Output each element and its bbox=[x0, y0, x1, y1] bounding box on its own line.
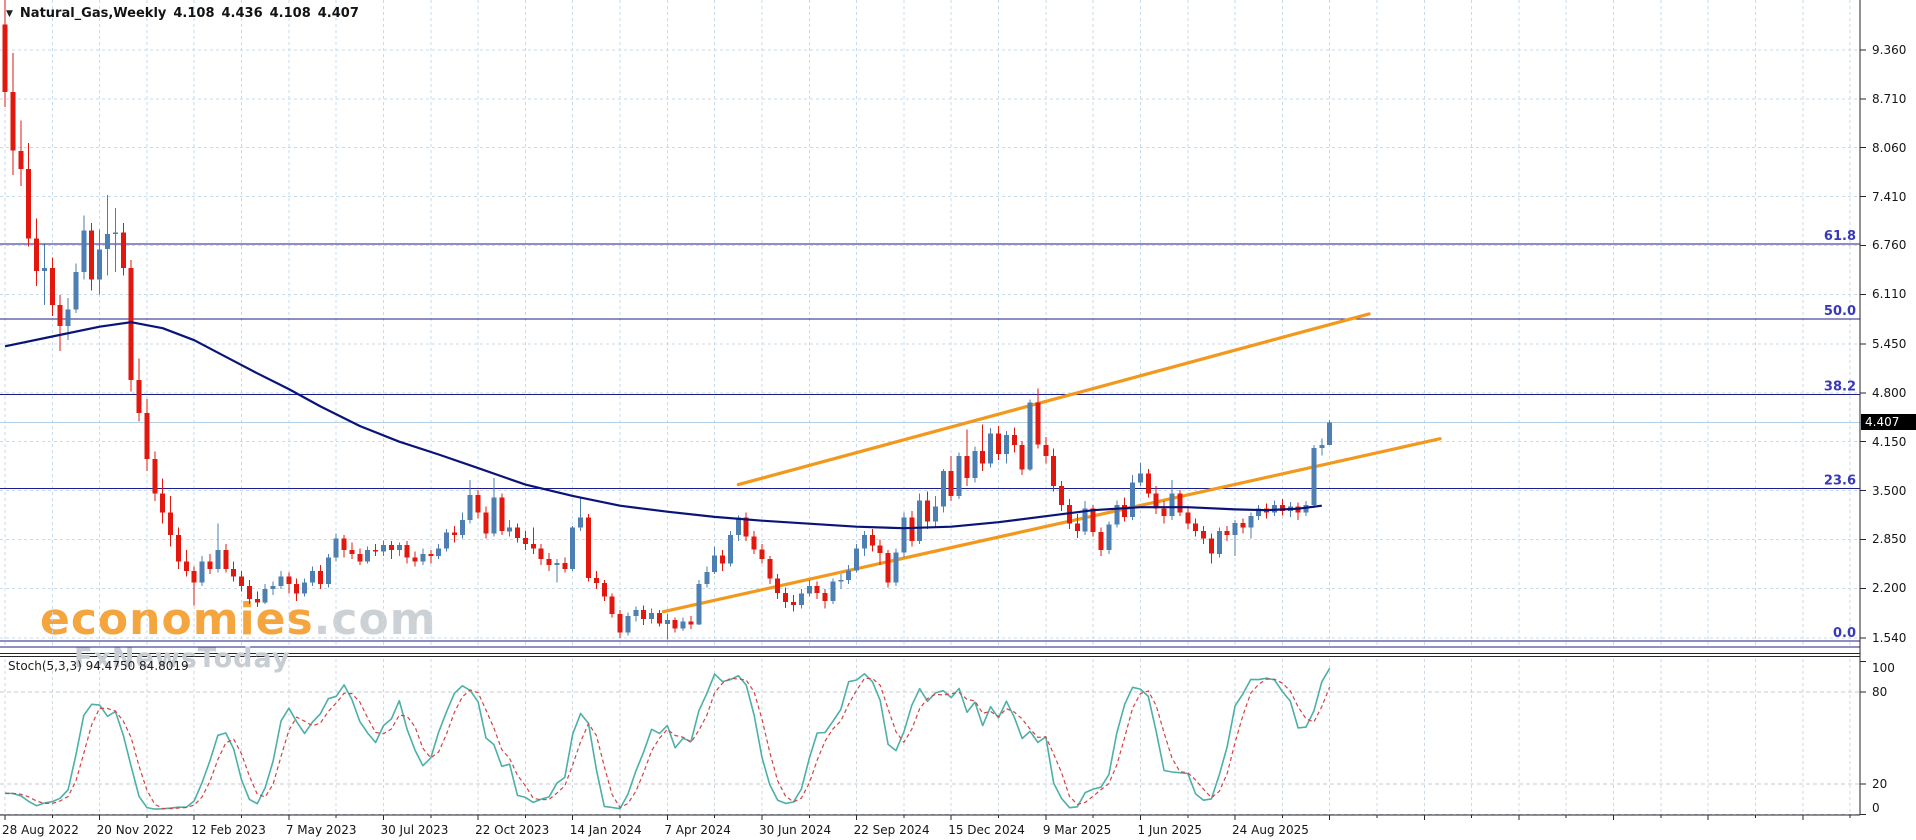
date-tick-label: 30 Jun 2024 bbox=[758, 823, 832, 837]
ohlc-low-value: 4.108 bbox=[269, 6, 311, 21]
stoch-main-line bbox=[4, 667, 1331, 810]
price-tick-label: 4.150 bbox=[1872, 434, 1907, 449]
symbol-dropdown-icon[interactable]: ▼ bbox=[6, 8, 13, 19]
fib-level-label: 38.2 bbox=[1824, 379, 1856, 394]
price-tick-label: 9.360 bbox=[1872, 43, 1907, 57]
date-tick-label: 9 Mar 2025 bbox=[1042, 823, 1112, 837]
stoch-tick-label: 20 bbox=[1872, 777, 1888, 792]
symbol-timeframe-label: Natural_Gas,Weekly bbox=[19, 6, 167, 21]
watermark-subtitle: FxNewsToday bbox=[74, 643, 291, 674]
date-tick-label: 22 Sep 2024 bbox=[853, 823, 930, 837]
stoch-tick-label: 0 bbox=[1872, 801, 1880, 815]
price-tick-label: 6.760 bbox=[1872, 238, 1907, 253]
stochastic-signal-value: 84.8019 bbox=[139, 659, 189, 673]
fib-level-label: 0.0 bbox=[1833, 626, 1856, 641]
date-tick-label: 30 Jul 2023 bbox=[380, 823, 449, 837]
date-tick-label: 1 Jun 2025 bbox=[1137, 823, 1202, 837]
date-tick-label: 12 Feb 2023 bbox=[191, 823, 266, 837]
date-tick-label: 7 Apr 2024 bbox=[664, 823, 731, 837]
date-tick-label: 28 Aug 2022 bbox=[2, 823, 79, 837]
price-tick-label: 8.710 bbox=[1872, 91, 1907, 106]
fib-level-label: 23.6 bbox=[1824, 473, 1856, 488]
price-tick-label: 7.410 bbox=[1872, 189, 1907, 204]
candlestick-series bbox=[2, 0, 1333, 640]
stoch-tick-label: 80 bbox=[1872, 685, 1888, 700]
fib-level-label: 50.0 bbox=[1824, 304, 1856, 319]
price-tick-label: 2.850 bbox=[1872, 532, 1907, 547]
stochastic-main-value: 94.4750 bbox=[85, 659, 136, 673]
price-tick-label: 6.110 bbox=[1872, 287, 1907, 302]
moving-average-line[interactable] bbox=[4, 321, 1322, 530]
watermark-brand-suffix: .com bbox=[313, 594, 437, 645]
stoch-signal-line bbox=[4, 677, 1331, 810]
stochastic-indicator-label: Stoch(5,3,3) 94.4750 84.8019 bbox=[8, 659, 189, 673]
current-price-tag: 4.407 bbox=[1861, 414, 1916, 431]
trendline-lower[interactable] bbox=[661, 437, 1442, 614]
date-tick-label: 22 Oct 2023 bbox=[475, 823, 550, 837]
price-tick-label: 2.200 bbox=[1872, 581, 1907, 596]
fib-level-label: 61.8 bbox=[1824, 229, 1856, 244]
ohlc-close-value: 4.407 bbox=[317, 6, 359, 21]
date-tick-label: 7 May 2023 bbox=[285, 823, 357, 837]
date-tick-label: 14 Jan 2024 bbox=[569, 823, 642, 837]
ohlc-high-value: 4.436 bbox=[221, 6, 263, 21]
price-tick-label: 8.060 bbox=[1872, 140, 1907, 155]
symbol-title-bar[interactable]: ▼ Natural_Gas,Weekly 4.108 4.436 4.108 4… bbox=[6, 6, 359, 21]
ohlc-open-value: 4.108 bbox=[173, 6, 215, 21]
price-tick-label: 1.540 bbox=[1872, 630, 1907, 645]
price-tick-label: 3.500 bbox=[1872, 483, 1907, 498]
date-tick-label: 15 Dec 2024 bbox=[948, 823, 1025, 837]
stoch-tick-label: 100 bbox=[1872, 661, 1895, 675]
stochastic-name: Stoch(5,3,3) bbox=[8, 659, 82, 673]
price-tick-label: 5.450 bbox=[1872, 336, 1907, 351]
trendline-upper[interactable] bbox=[736, 312, 1371, 487]
date-tick-label: 24 Aug 2025 bbox=[1232, 823, 1309, 837]
date-tick-label: 20 Nov 2022 bbox=[96, 823, 174, 837]
price-tick-label: 4.800 bbox=[1872, 385, 1907, 400]
